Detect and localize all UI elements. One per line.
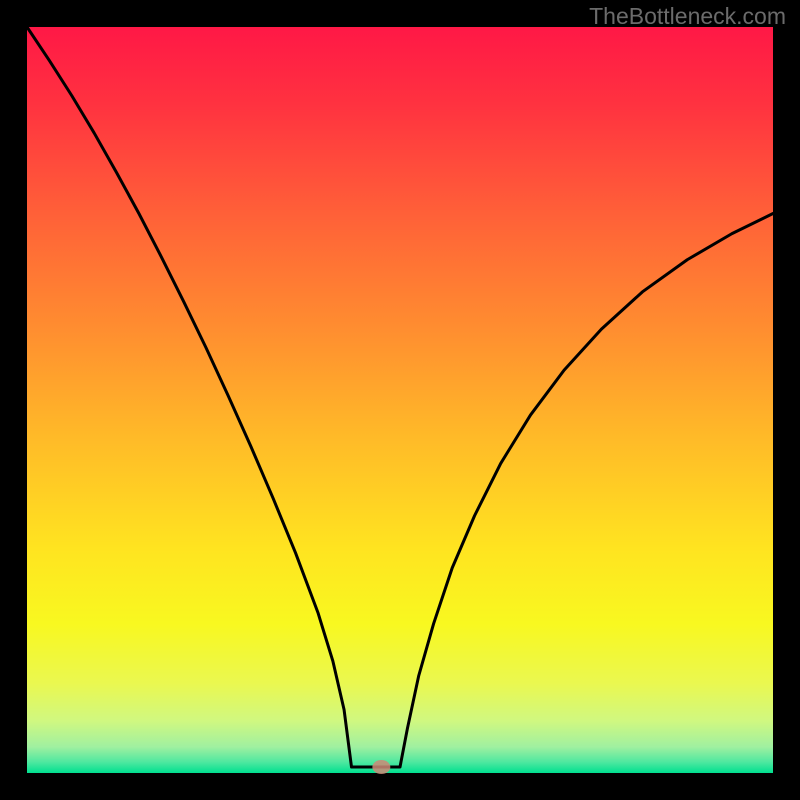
plot-background <box>27 27 773 773</box>
watermark-text: TheBottleneck.com <box>589 3 786 30</box>
optimal-point-marker <box>372 760 390 774</box>
chart-container: TheBottleneck.com <box>0 0 800 800</box>
bottleneck-chart <box>0 0 800 800</box>
